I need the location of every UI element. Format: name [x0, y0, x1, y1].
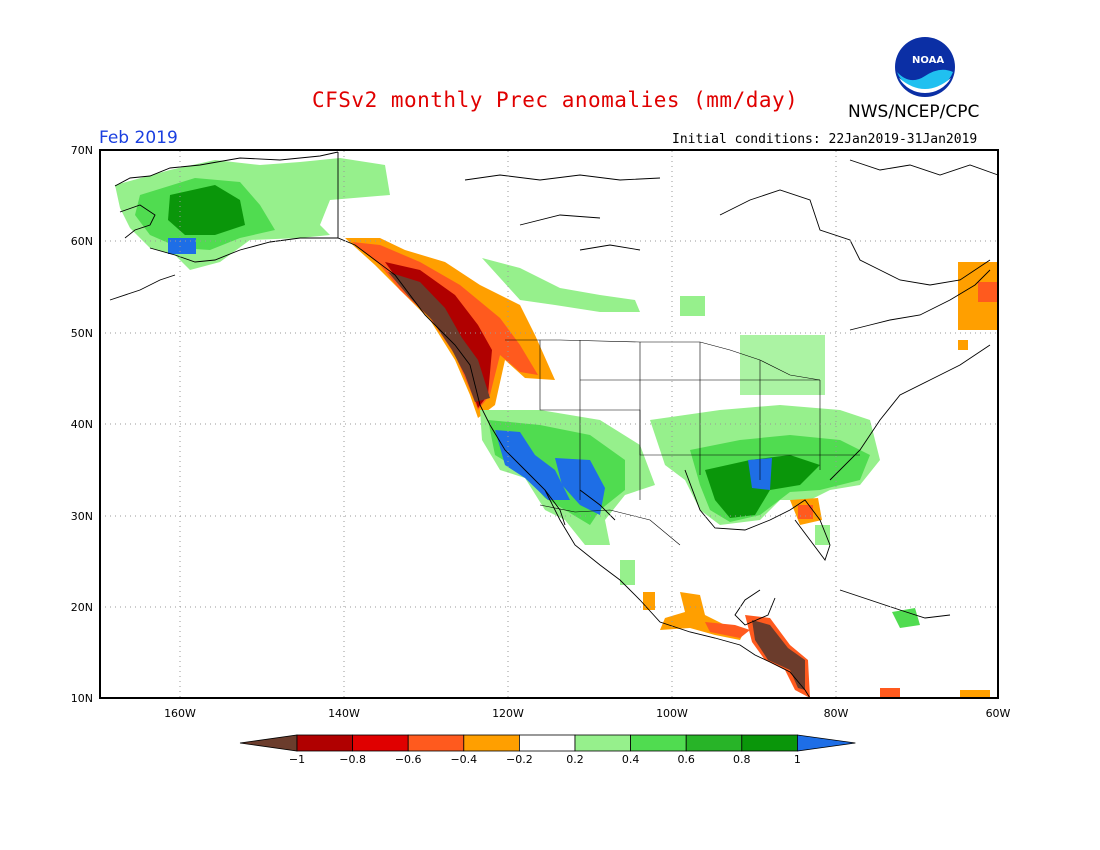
lon-label: 120W [492, 707, 524, 720]
colorbar-label: 0.2 [566, 753, 584, 766]
lat-label: 40N [71, 418, 93, 431]
lon-label: 80W [824, 707, 849, 720]
lat-axis: 70N 60N 50N 40N 30N 20N 10N [71, 144, 93, 705]
colorbar-segment [296, 734, 353, 752]
anomaly-shading [115, 158, 998, 698]
colorbar-segment [685, 734, 743, 752]
colorbar-segment [519, 734, 576, 752]
colorbar-segment [407, 734, 465, 752]
colorbar-label: −0.6 [395, 753, 422, 766]
lat-label: 10N [71, 692, 93, 705]
map-title: CFSv2 monthly Prec anomalies (mm/day) [312, 88, 799, 112]
colorbar-segment [630, 734, 687, 752]
lat-label: 70N [71, 144, 93, 157]
lon-label: 140W [328, 707, 360, 720]
gridlines [100, 151, 998, 698]
colorbar-arrow-high [797, 734, 856, 752]
colorbar-arrow-low [239, 734, 298, 752]
lon-axis: 160W 140W 120W 100W 80W 60W [164, 707, 1010, 720]
coastlines [109, 151, 999, 699]
colorbar-label: 1 [794, 753, 801, 766]
lon-label: 160W [164, 707, 196, 720]
initial-conditions: Initial conditions: 22Jan2019-31Jan2019 [672, 132, 978, 147]
colorbar-segment [352, 734, 409, 752]
agency-label: NWS/NCEP/CPC [848, 102, 980, 122]
colorbar-label: 0.6 [677, 753, 695, 766]
lat-label: 20N [71, 601, 93, 614]
colorbar-label: 0.8 [733, 753, 751, 766]
lat-label: 60N [71, 235, 93, 248]
lat-label: 30N [71, 510, 93, 523]
lon-label: 60W [986, 707, 1011, 720]
map-frame [99, 149, 999, 699]
colorbar-label: −0.4 [450, 753, 477, 766]
lon-label: 100W [656, 707, 688, 720]
colorbar-segment [574, 734, 631, 752]
noaa-logo-icon: NOAA [892, 34, 958, 100]
colorbar-label: −0.2 [506, 753, 533, 766]
colorbar-segment [463, 734, 520, 752]
country-borders [505, 339, 860, 546]
colorbar-label: −1 [289, 753, 305, 766]
colorbar-segment [741, 734, 798, 752]
colorbar-label: 0.4 [622, 753, 640, 766]
lat-label: 50N [71, 327, 93, 340]
colorbar-label: −0.8 [339, 753, 366, 766]
colorbar-legend: −1 −0.8 −0.6 −0.4 −0.2 0.2 0.4 0.6 0.8 1 [239, 734, 856, 766]
svg-text:NOAA: NOAA [912, 55, 944, 66]
forecast-month: Feb 2019 [99, 128, 178, 148]
